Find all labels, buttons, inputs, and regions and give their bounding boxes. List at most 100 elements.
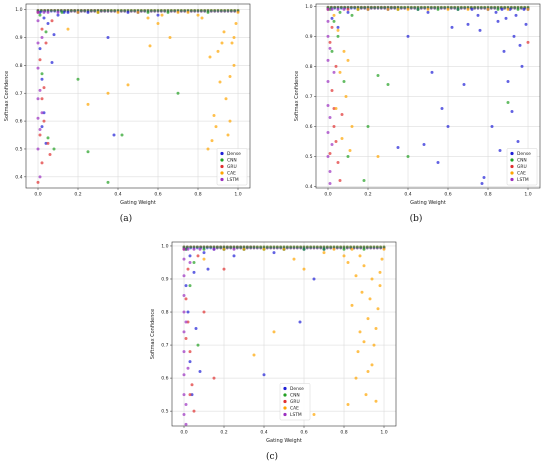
point-cnn: [339, 245, 343, 249]
point-cnn: [379, 5, 383, 9]
legend-box: [506, 148, 538, 186]
point-cnn: [292, 245, 296, 249]
point-cnn: [202, 247, 206, 251]
point-cae: [312, 412, 316, 416]
point-cae: [362, 264, 366, 268]
point-gru: [44, 41, 48, 45]
x-tick-label: 0.4: [114, 192, 121, 198]
point-gru: [332, 124, 336, 128]
legend-label-cae: CAE: [517, 171, 526, 177]
point-cae: [200, 16, 204, 20]
series-cae: [202, 247, 386, 416]
point-cnn: [219, 9, 223, 12]
point-cnn: [322, 245, 326, 249]
point-dense: [490, 124, 494, 128]
point-cae: [210, 139, 214, 143]
point-cae: [228, 74, 232, 78]
point-lstm: [46, 10, 50, 14]
point-gru: [36, 180, 40, 184]
point-cae: [374, 327, 378, 331]
point-lstm: [38, 88, 42, 92]
point-cae: [242, 247, 246, 251]
point-lstm: [328, 181, 332, 185]
point-dense: [504, 16, 508, 20]
point-cnn: [183, 9, 187, 12]
point-dense: [470, 7, 474, 11]
legend-label-gru: GRU: [517, 164, 527, 170]
point-cae: [262, 247, 266, 251]
point-cnn: [413, 5, 417, 9]
point-cae: [426, 7, 430, 11]
y-tick-label: 0.5: [15, 147, 22, 153]
point-cnn: [52, 147, 56, 151]
point-gru: [526, 40, 530, 44]
y-tick-label: 0.9: [305, 34, 312, 40]
point-cnn: [479, 5, 483, 9]
point-cae: [466, 7, 470, 11]
point-cnn: [436, 5, 440, 9]
point-gru: [40, 27, 44, 31]
point-lstm: [188, 260, 192, 264]
point-cnn: [365, 245, 369, 249]
point-lstm: [332, 70, 336, 74]
point-cae: [348, 148, 352, 152]
point-cnn: [439, 5, 443, 9]
legend-marker-gru: [220, 164, 224, 169]
point-gru: [50, 19, 54, 23]
point-cnn: [456, 5, 460, 9]
point-lstm: [38, 175, 42, 179]
point-cnn: [133, 9, 137, 12]
point-cnn: [369, 5, 373, 9]
point-cae: [224, 97, 228, 101]
point-dense: [498, 148, 502, 152]
point-cnn: [506, 100, 510, 104]
point-dense: [66, 10, 70, 14]
point-cnn: [406, 154, 410, 158]
point-lstm: [326, 154, 330, 158]
point-cnn: [215, 245, 219, 249]
point-lstm: [328, 169, 332, 173]
point-cnn: [375, 245, 379, 249]
point-gru: [48, 153, 52, 157]
point-cae: [252, 353, 256, 357]
ticks: 0.0 0.2 0.4 0.6 0.8 1.0 0.4 0.5 0.6 0.7 0.8 0.9 1.0: [305, 4, 532, 197]
point-lstm: [186, 366, 190, 370]
point-cnn: [476, 5, 480, 9]
point-cnn: [196, 9, 200, 12]
point-cnn: [163, 9, 167, 12]
point-cae: [406, 7, 410, 11]
point-dense: [40, 125, 44, 129]
point-cae: [378, 270, 382, 274]
point-cnn: [76, 77, 80, 81]
point-gru: [338, 178, 342, 182]
point-lstm: [36, 41, 40, 45]
point-lstm: [326, 34, 330, 38]
legend-label-cnn: CNN: [227, 158, 237, 164]
point-cnn: [309, 245, 313, 249]
legend-marker-dense: [283, 386, 287, 391]
point-cae: [344, 94, 348, 98]
point-cnn: [355, 245, 359, 249]
point-cnn: [459, 5, 463, 9]
point-cnn: [362, 245, 366, 249]
point-cae: [146, 16, 150, 20]
legend-marker-cae: [510, 171, 514, 175]
point-cae: [66, 27, 70, 31]
point-cae: [356, 350, 360, 354]
point-gru: [222, 267, 226, 271]
caption-c: (c): [265, 452, 279, 462]
point-lstm: [326, 58, 330, 62]
point-cnn: [342, 79, 346, 83]
point-cnn: [326, 5, 330, 9]
point-lstm: [36, 19, 40, 23]
point-lstm: [182, 373, 186, 377]
scatter-chart-b: 0.0 0.2 0.4 0.6 0.8 1.0 0.4 0.5 0.6 0.7 0.8 0.9 1.0 G…: [294, 3, 541, 206]
point-cnn: [436, 7, 440, 11]
point-cnn: [249, 245, 253, 249]
point-cnn: [333, 5, 337, 9]
legend-marker-gru: [510, 164, 514, 169]
series-dense: [330, 7, 530, 185]
point-dense: [46, 22, 50, 26]
point-dense: [462, 82, 466, 86]
point-dense: [50, 61, 54, 65]
